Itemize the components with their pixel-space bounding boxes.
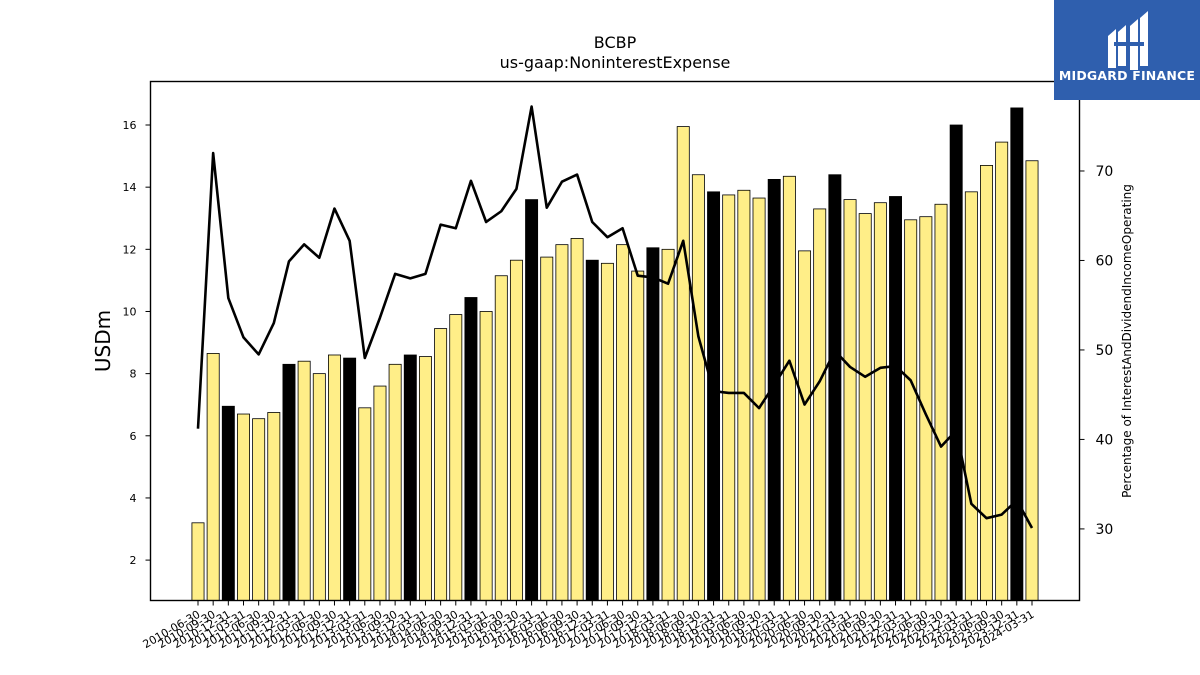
y2-axis-label: Percentage of InterestAndDividendIncomeO… bbox=[1120, 184, 1134, 498]
y-tick-label: 2 bbox=[130, 554, 137, 567]
bar bbox=[328, 354, 341, 601]
logo-mark-icon bbox=[1108, 11, 1148, 70]
bar bbox=[676, 126, 690, 601]
bar bbox=[616, 244, 630, 601]
bar bbox=[509, 259, 523, 601]
bar bbox=[570, 238, 584, 601]
bar bbox=[798, 250, 812, 601]
bar bbox=[267, 412, 281, 601]
bar bbox=[555, 244, 569, 601]
y-tick-label: 12 bbox=[123, 243, 137, 256]
brand-logo: MIDGARD FINANCE bbox=[1054, 0, 1200, 100]
bar bbox=[980, 165, 993, 601]
bar bbox=[1010, 107, 1024, 601]
chart-subtitle: us-gaap:NoninterestExpense bbox=[500, 53, 731, 72]
x-axis: 2010-06-302010-09-302010-12-312011-03-31… bbox=[141, 600, 1037, 651]
bar bbox=[828, 174, 842, 601]
bar bbox=[418, 356, 432, 601]
bar bbox=[494, 275, 508, 601]
bar bbox=[646, 247, 660, 601]
bar bbox=[873, 202, 887, 601]
y-tick-label: 6 bbox=[130, 430, 137, 443]
bar bbox=[631, 270, 645, 601]
y-tick-label: 16 bbox=[123, 119, 137, 132]
bar bbox=[312, 373, 326, 601]
y-tick-label: 10 bbox=[123, 305, 137, 318]
bar bbox=[388, 363, 402, 601]
bar bbox=[843, 199, 857, 601]
bar bbox=[479, 311, 493, 601]
bar bbox=[449, 314, 463, 601]
y-tick-label: 14 bbox=[123, 181, 137, 194]
bar bbox=[934, 203, 948, 601]
bar bbox=[373, 385, 387, 601]
bar bbox=[221, 405, 235, 601]
bars-layer bbox=[191, 107, 1039, 601]
logo-text: MIDGARD FINANCE bbox=[1058, 68, 1196, 83]
bar bbox=[707, 191, 721, 601]
y-axis-label: USDm bbox=[91, 310, 115, 372]
y2-tick-label: 30 bbox=[1096, 522, 1114, 538]
bar bbox=[813, 208, 827, 601]
bar bbox=[691, 174, 705, 601]
bar bbox=[434, 328, 448, 601]
y-tick-label: 8 bbox=[130, 368, 137, 381]
y-tick-label: 4 bbox=[130, 492, 137, 505]
bar bbox=[782, 175, 796, 601]
chart-title: BCBP bbox=[594, 33, 637, 52]
bar bbox=[889, 196, 902, 601]
bar bbox=[722, 194, 736, 601]
bar bbox=[964, 191, 978, 601]
line-layer bbox=[196, 105, 1034, 529]
plot-frame bbox=[149, 80, 1081, 602]
bar bbox=[904, 219, 918, 601]
bar bbox=[237, 413, 250, 601]
bar bbox=[206, 353, 220, 601]
bar bbox=[858, 213, 872, 601]
bar bbox=[403, 354, 417, 601]
bar bbox=[282, 363, 296, 601]
left-axis: 2 4 6 8 10 12 14 16 bbox=[123, 119, 151, 567]
y2-tick-label: 60 bbox=[1096, 253, 1114, 269]
bar bbox=[995, 141, 1009, 601]
bar bbox=[585, 259, 599, 601]
series-line bbox=[196, 105, 1034, 529]
bar bbox=[343, 357, 357, 601]
bar bbox=[919, 216, 933, 601]
bar bbox=[464, 297, 478, 601]
bar bbox=[297, 360, 311, 601]
bar bbox=[1025, 160, 1039, 601]
bar bbox=[540, 256, 554, 601]
right-axis: 30 40 50 60 70 bbox=[1079, 164, 1114, 538]
bar bbox=[252, 418, 266, 601]
y2-tick-label: 50 bbox=[1096, 343, 1114, 359]
bar bbox=[525, 199, 539, 601]
y2-tick-label: 70 bbox=[1096, 164, 1114, 180]
bar bbox=[358, 407, 372, 601]
bar bbox=[600, 262, 614, 601]
bar bbox=[661, 248, 675, 601]
bar bbox=[191, 522, 205, 601]
bar bbox=[949, 124, 963, 601]
y2-tick-label: 40 bbox=[1096, 432, 1114, 448]
